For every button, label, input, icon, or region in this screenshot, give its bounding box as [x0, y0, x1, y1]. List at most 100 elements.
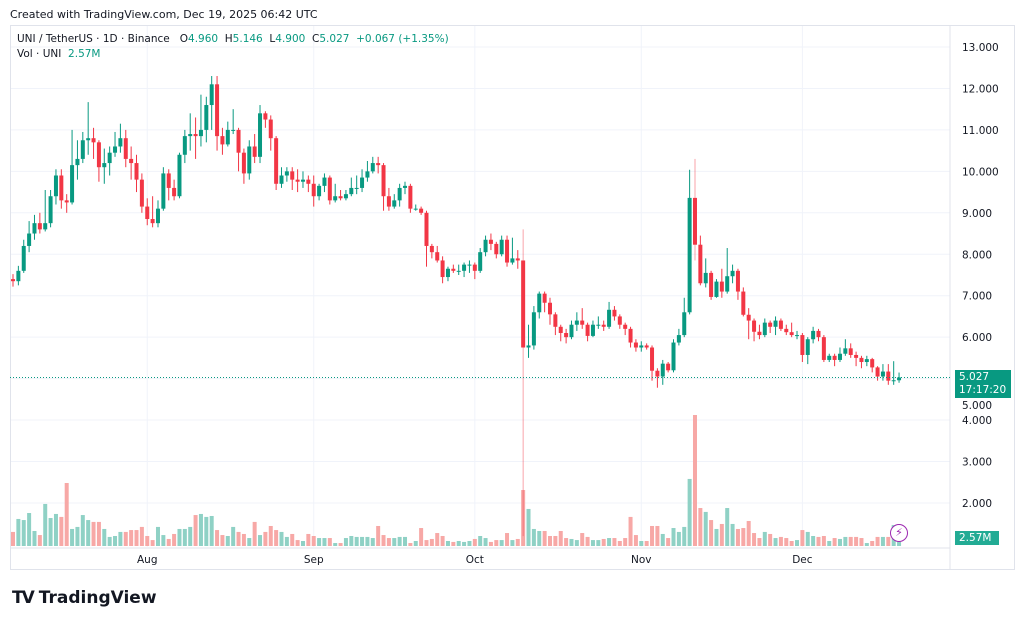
volume-bar	[515, 538, 520, 546]
candle-body	[505, 239, 510, 263]
volume-bar	[558, 530, 563, 546]
price-tick-label: 2.000	[962, 498, 992, 510]
candle-body	[413, 208, 418, 210]
tradingview-logo[interactable]: 𝗧𝗩 TradingView	[12, 588, 157, 608]
candle-body	[768, 322, 773, 327]
candle-body	[854, 354, 859, 358]
volume-bar	[403, 536, 408, 546]
volume-bar	[80, 515, 85, 546]
candle-body	[252, 146, 257, 157]
volume-bar	[859, 538, 864, 546]
time-tick-label: Dec	[792, 554, 813, 566]
candle-body	[397, 187, 402, 201]
open-label: O	[179, 33, 189, 45]
volume-bar	[424, 540, 429, 546]
volume-bar	[386, 538, 391, 546]
candle-body	[795, 335, 800, 337]
candle-body	[113, 146, 118, 153]
candle-body	[386, 196, 391, 207]
candle-body	[11, 279, 15, 282]
volume-bar	[483, 538, 488, 546]
volume-bar	[880, 536, 885, 546]
volume-bar	[698, 508, 703, 546]
volume-bar	[521, 490, 526, 546]
price-tick-label: 12.000	[962, 83, 999, 95]
high-label: H	[224, 33, 233, 45]
volume-bar	[623, 538, 628, 546]
candle-body	[166, 173, 171, 188]
volume-bar	[472, 538, 477, 546]
volume-bar	[209, 515, 214, 546]
logo-text: TradingView	[38, 588, 157, 608]
volume-bar	[585, 536, 590, 546]
candle-body	[96, 142, 101, 168]
candle-body	[145, 206, 150, 220]
candle-body	[435, 252, 440, 261]
volume-bar	[381, 535, 386, 546]
legend-volume-row: Vol · UNI 2.57M	[17, 47, 449, 62]
volume-bar	[204, 516, 209, 546]
volume-bar	[650, 525, 655, 546]
volume-bar	[102, 528, 107, 546]
candle-body	[735, 270, 740, 292]
grid	[11, 26, 951, 570]
volume-bar	[193, 515, 198, 546]
volume-bar	[456, 540, 461, 546]
candle-body	[86, 138, 91, 141]
volume-bar	[510, 540, 515, 546]
candle-body	[719, 281, 724, 292]
candle-body	[816, 330, 821, 338]
volume-bar	[166, 538, 171, 546]
volume-bar	[494, 540, 499, 546]
chart-frame	[10, 25, 1015, 570]
candle-body	[48, 196, 53, 224]
symbol-title[interactable]: UNI / TetherUS · 1D · Binance	[17, 33, 170, 45]
volume-bar	[655, 525, 660, 546]
candle-body	[317, 185, 322, 197]
candle-body	[284, 171, 289, 176]
volume-bar	[295, 540, 300, 546]
candle-body	[80, 140, 85, 159]
candle-body	[526, 345, 531, 348]
candle-body	[778, 320, 783, 329]
volume-bar	[671, 528, 676, 546]
candle-body	[16, 270, 21, 282]
candle-body	[752, 320, 757, 332]
volume-value: 2.57M	[68, 48, 101, 60]
candle-body	[365, 171, 370, 178]
volume-bar	[37, 535, 42, 546]
open-value: 4.960	[188, 33, 219, 45]
candle-body	[548, 302, 552, 315]
volume-bar	[96, 521, 101, 546]
candle-body	[27, 233, 32, 246]
candle-body	[322, 177, 327, 186]
candle-body	[827, 355, 832, 360]
candle-body	[821, 337, 826, 360]
candle-body	[596, 324, 601, 326]
candle-body	[805, 339, 810, 355]
volume-title[interactable]: Vol · UNI	[17, 48, 62, 60]
candle-body	[886, 371, 891, 381]
low-label: L	[269, 33, 276, 45]
volume-bar	[451, 541, 456, 546]
candle-body	[456, 270, 461, 272]
candle-body	[311, 183, 316, 197]
volume-bar	[837, 538, 842, 546]
tradingview-logo-mark-icon: 𝗧𝗩	[12, 588, 35, 608]
volume-bar	[311, 535, 316, 546]
volume-bar	[150, 540, 155, 546]
volume-bar	[445, 540, 450, 546]
volume-bar	[343, 538, 348, 546]
volume-bar	[16, 518, 21, 546]
volume-bar	[236, 531, 241, 546]
volume-bar	[762, 531, 767, 546]
lightning-icon[interactable]: ⚡	[890, 524, 908, 542]
candle-body	[376, 163, 381, 166]
candle-body	[21, 245, 26, 271]
candle-body	[897, 377, 902, 381]
price-tick-label: 5.000	[962, 400, 992, 412]
volume-bar	[284, 536, 289, 546]
candle-body	[472, 264, 477, 271]
volume-bar	[596, 540, 601, 546]
